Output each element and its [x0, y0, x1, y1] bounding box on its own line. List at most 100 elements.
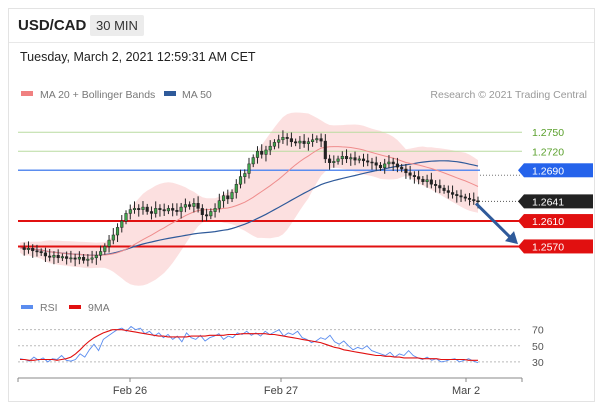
candle-body	[417, 176, 421, 180]
ma20-legend-swatch	[21, 91, 33, 96]
level-label-1.2570: 1.2570	[532, 241, 564, 253]
candle-body	[103, 246, 107, 252]
candle-body	[217, 200, 221, 209]
rsi-tick-label: 50	[532, 341, 544, 353]
candle-body	[264, 149, 268, 155]
candle-body	[171, 208, 175, 211]
candle-body	[137, 208, 141, 210]
candle-body	[476, 200, 480, 202]
candle-body	[467, 197, 472, 200]
candle-body	[175, 210, 179, 212]
candle-body	[238, 176, 243, 185]
candle-body	[340, 156, 344, 160]
candle-body	[451, 192, 455, 195]
candle-body	[459, 195, 463, 198]
level-label-1.2750: 1.2750	[532, 127, 564, 139]
candle-body	[366, 160, 370, 163]
level-tag-1.2690	[524, 163, 593, 178]
candle-body	[111, 234, 115, 241]
candle-body	[306, 141, 310, 144]
ma20-legend-label: MA 20 + Bollinger Bands	[40, 89, 155, 101]
candle-body	[48, 255, 52, 258]
candle-body	[73, 257, 77, 260]
level-tag-pointer	[518, 194, 524, 209]
header-divider	[9, 42, 594, 43]
level-tag-1.2570	[524, 239, 593, 254]
rsi-tick-label: 30	[532, 357, 544, 369]
timestamp: Tuesday, March 2, 2021 12:59:31 AM CET	[20, 50, 256, 64]
candle-body	[149, 211, 154, 214]
candle-body	[311, 139, 315, 142]
candle-body	[251, 157, 255, 165]
candle-body	[52, 255, 56, 258]
candle-body	[302, 140, 306, 144]
candle-body	[120, 220, 124, 228]
candle-body	[158, 208, 162, 210]
candle-body	[35, 250, 39, 253]
candle-body	[247, 163, 251, 174]
rsi-legend-swatch	[21, 305, 33, 309]
candle-body	[328, 158, 332, 163]
candle-body	[391, 161, 395, 165]
timeframe-badge[interactable]: 30 MIN	[90, 15, 144, 36]
9ma-legend-label: 9MA	[88, 302, 110, 314]
level-label-1.2690: 1.2690	[532, 165, 564, 177]
x-tick-label: Feb 26	[113, 385, 147, 397]
candle-body	[272, 142, 276, 147]
candle-body	[412, 175, 416, 177]
level-label-1.2641: 1.2641	[532, 196, 564, 208]
candle-body	[421, 178, 425, 182]
candle-body	[446, 190, 450, 193]
candle-body	[408, 172, 412, 176]
candle-body	[196, 203, 200, 209]
candle-body	[332, 161, 336, 163]
candle-body	[294, 141, 298, 144]
candle-body	[200, 208, 204, 215]
candle-body	[69, 257, 73, 260]
candle-body	[132, 208, 137, 210]
candle-body	[188, 204, 192, 207]
candle-body	[383, 163, 387, 168]
candle-body	[472, 199, 476, 202]
candle-body	[162, 209, 166, 212]
level-label-1.2610: 1.2610	[532, 216, 564, 228]
candle-body	[268, 145, 272, 151]
candle-body	[230, 192, 234, 200]
level-labels: 1.2750 1.2720 1.2690 1.2641 1.2610 1.2570	[518, 127, 593, 254]
rsi-series-9MA	[20, 329, 478, 361]
candle-body	[60, 256, 64, 259]
rsi-panel: 70 50 30	[18, 325, 544, 369]
candle-body	[425, 179, 429, 182]
candle-body	[370, 161, 374, 164]
candle-body	[434, 184, 438, 186]
level-tag-pointer	[518, 239, 524, 254]
candle-body	[213, 208, 217, 212]
candle-body	[183, 204, 187, 208]
candle-body	[166, 208, 170, 212]
candle-body	[145, 206, 149, 212]
candle-body	[90, 257, 94, 260]
candle-body	[349, 157, 353, 160]
candle-body	[277, 139, 281, 143]
forecast-arrow-shaft	[474, 202, 514, 241]
candle-body	[336, 158, 340, 162]
candle-body	[315, 138, 319, 141]
candle-body	[344, 156, 349, 160]
candle-body	[222, 195, 226, 202]
candle-body	[192, 203, 196, 207]
rsi-tick-label: 70	[532, 325, 544, 337]
x-tick-label: Feb 27	[264, 385, 298, 397]
candle-body	[154, 208, 158, 214]
candle-body	[285, 137, 289, 139]
candle-body	[361, 158, 366, 162]
symbol-title: USD/CAD	[18, 17, 87, 34]
forecast-arrow-head	[505, 231, 518, 245]
candle-body	[124, 213, 128, 222]
candle-body	[243, 173, 247, 177]
x-axis: Feb 26 Feb 27 Mar 2	[17, 377, 523, 397]
candle-body	[128, 209, 132, 214]
ma50-legend-label: MA 50	[182, 89, 212, 101]
candle-body	[374, 162, 378, 166]
candle-body	[209, 211, 213, 217]
